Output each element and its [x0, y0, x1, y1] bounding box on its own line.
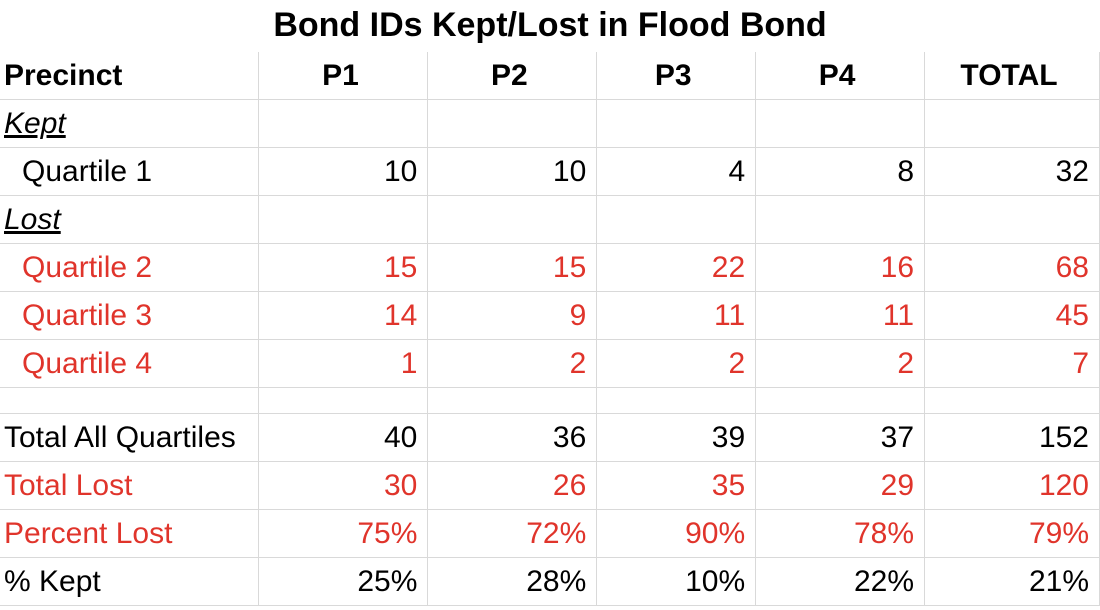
empty-cell[interactable]: [427, 195, 598, 244]
cell-q2-p1[interactable]: 15: [258, 243, 429, 292]
table-title: Bond IDs Kept/Lost in Flood Bond: [273, 6, 827, 44]
cell-q3-p2[interactable]: 9: [427, 291, 598, 340]
cell-q2-p2[interactable]: 15: [427, 243, 598, 292]
row-label-quartile-2[interactable]: Quartile 2: [0, 243, 260, 292]
cell-q1-total[interactable]: 32: [924, 147, 1100, 196]
table-row-quartile-2: Quartile 2 15 15 22 16 68: [0, 243, 1100, 292]
empty-cell[interactable]: [924, 387, 1100, 414]
empty-cell[interactable]: [258, 195, 429, 244]
empty-cell[interactable]: [924, 195, 1100, 244]
empty-cell[interactable]: [755, 387, 926, 414]
cell-pct-lost-p2[interactable]: 72%: [427, 509, 598, 558]
cell-total-lost-p3[interactable]: 35: [596, 461, 757, 510]
cell-q3-p1[interactable]: 14: [258, 291, 429, 340]
table-row-quartile-3: Quartile 3 14 9 11 11 45: [0, 291, 1100, 340]
row-label-percent-kept[interactable]: % Kept: [0, 557, 260, 606]
cell-total-lost-p2[interactable]: 26: [427, 461, 598, 510]
section-lost-label[interactable]: Lost: [0, 195, 260, 244]
row-label-quartile-4[interactable]: Quartile 4: [0, 339, 260, 388]
cell-pct-lost-p1[interactable]: 75%: [258, 509, 429, 558]
row-label-quartile-3[interactable]: Quartile 3: [0, 291, 260, 340]
header-p3[interactable]: P3: [596, 52, 757, 100]
bond-table: Precinct P1 P2 P3 P4 TOTAL Kept Quartile…: [0, 52, 1100, 606]
section-row-kept: Kept: [0, 99, 1100, 148]
table-row-percent-kept: % Kept 25% 28% 10% 22% 21%: [0, 557, 1100, 606]
cell-total-lost-p4[interactable]: 29: [755, 461, 926, 510]
cell-q4-p3[interactable]: 2: [596, 339, 757, 388]
header-precinct[interactable]: Precinct: [0, 52, 260, 100]
cell-pct-kept-p2[interactable]: 28%: [427, 557, 598, 606]
cell-total-all-p2[interactable]: 36: [427, 413, 598, 462]
cell-q3-p3[interactable]: 11: [596, 291, 757, 340]
cell-q2-p4[interactable]: 16: [755, 243, 926, 292]
header-row: Precinct P1 P2 P3 P4 TOTAL: [0, 52, 1100, 100]
header-p4[interactable]: P4: [755, 52, 926, 100]
cell-pct-kept-p3[interactable]: 10%: [596, 557, 757, 606]
header-p2[interactable]: P2: [427, 52, 598, 100]
cell-q1-p4[interactable]: 8: [755, 147, 926, 196]
empty-cell[interactable]: [596, 195, 757, 244]
cell-pct-lost-p4[interactable]: 78%: [755, 509, 926, 558]
header-p1[interactable]: P1: [258, 52, 429, 100]
cell-q4-p2[interactable]: 2: [427, 339, 598, 388]
row-label-total-all-quartiles[interactable]: Total All Quartiles: [0, 413, 260, 462]
cell-q4-total[interactable]: 7: [924, 339, 1100, 388]
header-total[interactable]: TOTAL: [924, 52, 1100, 100]
cell-pct-kept-p4[interactable]: 22%: [755, 557, 926, 606]
table-row-quartile-4: Quartile 4 1 2 2 2 7: [0, 339, 1100, 388]
cell-total-lost-p1[interactable]: 30: [258, 461, 429, 510]
cell-pct-lost-p3[interactable]: 90%: [596, 509, 757, 558]
empty-cell[interactable]: [755, 99, 926, 148]
row-label-total-lost[interactable]: Total Lost: [0, 461, 260, 510]
table-row-quartile-1: Quartile 1 10 10 4 8 32: [0, 147, 1100, 196]
table-row-percent-lost: Percent Lost 75% 72% 90% 78% 79%: [0, 509, 1100, 558]
cell-q3-total[interactable]: 45: [924, 291, 1100, 340]
row-label-quartile-1[interactable]: Quartile 1: [0, 147, 260, 196]
section-kept-label[interactable]: Kept: [0, 99, 260, 148]
section-row-lost: Lost: [0, 195, 1100, 244]
empty-cell[interactable]: [427, 387, 598, 414]
spacer-row: [0, 387, 1100, 414]
cell-q1-p2[interactable]: 10: [427, 147, 598, 196]
cell-q2-p3[interactable]: 22: [596, 243, 757, 292]
empty-cell[interactable]: [427, 99, 598, 148]
cell-pct-kept-p1[interactable]: 25%: [258, 557, 429, 606]
empty-cell[interactable]: [0, 387, 260, 414]
row-label-percent-lost[interactable]: Percent Lost: [0, 509, 260, 558]
empty-cell[interactable]: [596, 99, 757, 148]
empty-cell[interactable]: [596, 387, 757, 414]
cell-q1-p3[interactable]: 4: [596, 147, 757, 196]
cell-total-all-p4[interactable]: 37: [755, 413, 926, 462]
cell-total-all-p3[interactable]: 39: [596, 413, 757, 462]
cell-total-all-total[interactable]: 152: [924, 413, 1100, 462]
empty-cell[interactable]: [258, 99, 429, 148]
empty-cell[interactable]: [755, 195, 926, 244]
cell-total-all-p1[interactable]: 40: [258, 413, 429, 462]
empty-cell[interactable]: [258, 387, 429, 414]
cell-q3-p4[interactable]: 11: [755, 291, 926, 340]
table-row-total-lost: Total Lost 30 26 35 29 120: [0, 461, 1100, 510]
cell-pct-kept-total[interactable]: 21%: [924, 557, 1100, 606]
table-row-total-all-quartiles: Total All Quartiles 40 36 39 37 152: [0, 413, 1100, 462]
cell-q4-p1[interactable]: 1: [258, 339, 429, 388]
cell-total-lost-total[interactable]: 120: [924, 461, 1100, 510]
cell-pct-lost-total[interactable]: 79%: [924, 509, 1100, 558]
cell-q2-total[interactable]: 68: [924, 243, 1100, 292]
cell-q1-p1[interactable]: 10: [258, 147, 429, 196]
cell-q4-p4[interactable]: 2: [755, 339, 926, 388]
empty-cell[interactable]: [924, 99, 1100, 148]
